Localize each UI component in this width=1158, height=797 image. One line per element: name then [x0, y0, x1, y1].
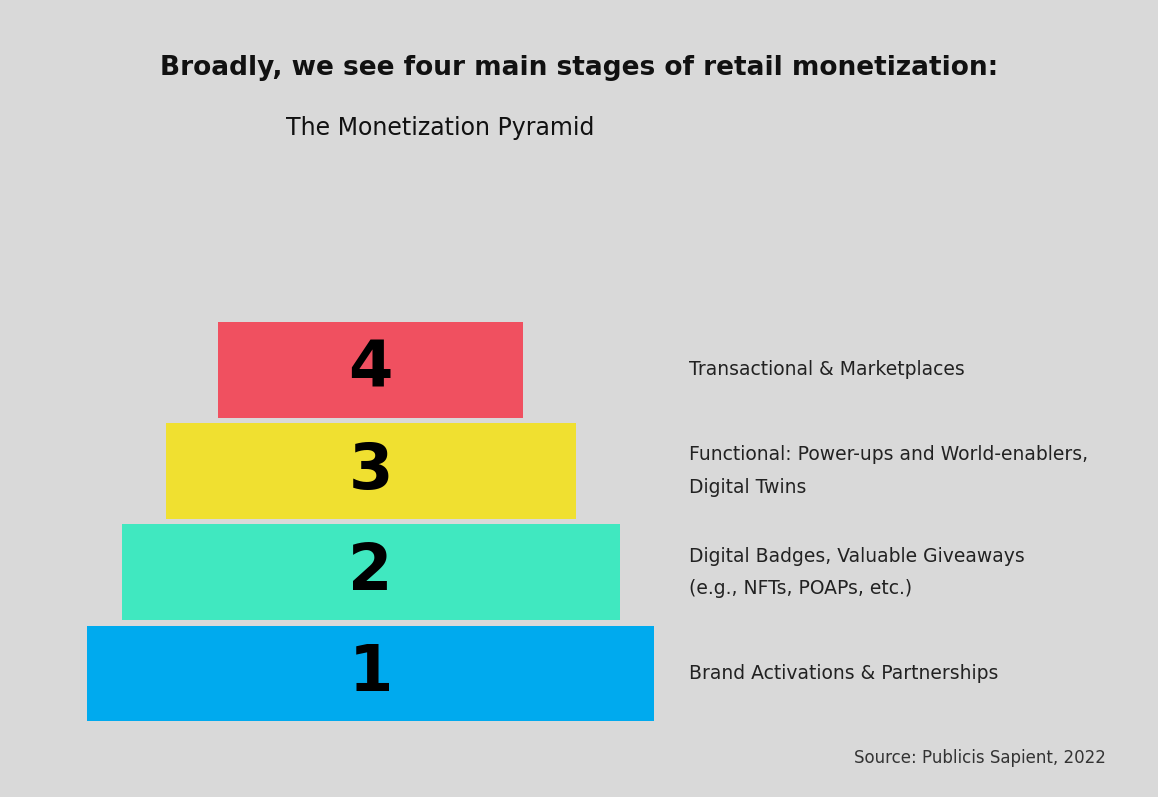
- Text: Functional: Power-ups and World-enablers,: Functional: Power-ups and World-enablers…: [689, 446, 1089, 465]
- Bar: [218, 322, 523, 418]
- Text: 3: 3: [349, 440, 393, 502]
- Text: (e.g., NFTs, POAPs, etc.): (e.g., NFTs, POAPs, etc.): [689, 579, 913, 598]
- Text: 1: 1: [349, 642, 393, 705]
- Text: The Monetization Pyramid: The Monetization Pyramid: [286, 116, 594, 139]
- Bar: [166, 423, 576, 519]
- Text: 2: 2: [349, 541, 393, 603]
- Text: Broadly, we see four main stages of retail monetization:: Broadly, we see four main stages of reta…: [160, 55, 998, 80]
- Text: Brand Activations & Partnerships: Brand Activations & Partnerships: [689, 664, 998, 683]
- Text: Source: Publicis Sapient, 2022: Source: Publicis Sapient, 2022: [853, 748, 1106, 767]
- Bar: [122, 524, 620, 620]
- Bar: [87, 626, 654, 721]
- Text: Digital Badges, Valuable Giveaways: Digital Badges, Valuable Giveaways: [689, 547, 1025, 566]
- Text: Transactional & Marketplaces: Transactional & Marketplaces: [689, 360, 965, 379]
- Text: Digital Twins: Digital Twins: [689, 477, 806, 497]
- Text: 4: 4: [349, 339, 393, 401]
